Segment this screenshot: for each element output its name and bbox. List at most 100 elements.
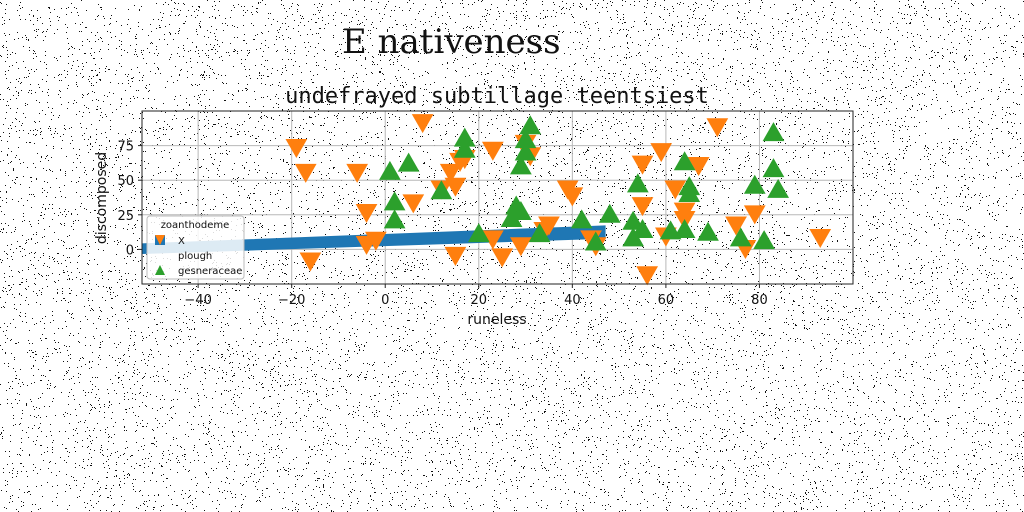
noise-dot xyxy=(293,28,294,29)
noise-dot xyxy=(66,373,67,374)
noise-dot xyxy=(632,312,633,313)
noise-dot xyxy=(225,342,226,343)
noise-dot xyxy=(739,168,740,169)
noise-dot xyxy=(142,340,143,341)
noise-dot xyxy=(703,442,704,443)
noise-dot xyxy=(374,492,375,493)
noise-dot xyxy=(128,19,129,20)
noise-dot xyxy=(793,484,794,485)
noise-dot xyxy=(890,79,891,80)
noise-dot xyxy=(589,184,590,185)
noise-dot xyxy=(917,95,918,96)
noise-dot xyxy=(597,5,598,6)
noise-dot xyxy=(555,304,556,305)
noise-dot xyxy=(108,465,109,466)
noise-dot xyxy=(126,412,127,413)
noise-dot xyxy=(705,309,706,310)
noise-dot xyxy=(763,126,764,127)
noise-dot xyxy=(153,443,154,444)
noise-dot xyxy=(1009,155,1010,156)
noise-dot xyxy=(279,260,280,261)
noise-dot xyxy=(248,295,249,296)
noise-dot xyxy=(959,320,960,321)
noise-dot xyxy=(254,468,255,469)
noise-dot xyxy=(774,238,775,239)
noise-dot xyxy=(848,332,849,333)
noise-dot xyxy=(559,100,560,101)
noise-dot xyxy=(1015,194,1016,195)
noise-dot xyxy=(121,380,122,381)
noise-dot xyxy=(895,125,896,126)
noise-dot xyxy=(4,323,5,324)
noise-dot xyxy=(895,311,896,312)
noise-dot xyxy=(65,216,66,217)
noise-dot xyxy=(953,47,954,48)
noise-dot xyxy=(28,340,29,341)
noise-dot xyxy=(834,98,835,99)
noise-dot xyxy=(406,125,407,126)
noise-dot xyxy=(434,30,435,31)
noise-dot xyxy=(294,303,295,304)
noise-dot xyxy=(125,90,126,91)
noise-dot xyxy=(502,65,503,66)
noise-dot xyxy=(691,79,692,80)
noise-dot xyxy=(338,282,339,283)
noise-dot xyxy=(444,212,445,213)
noise-dot xyxy=(254,91,255,92)
noise-dot xyxy=(625,323,626,324)
noise-dot xyxy=(53,298,54,299)
noise-dot xyxy=(872,276,873,277)
noise-dot xyxy=(693,380,694,381)
noise-dot xyxy=(523,467,524,468)
noise-dot xyxy=(387,30,388,31)
noise-dot xyxy=(979,174,980,175)
noise-dot xyxy=(62,328,63,329)
noise-dot xyxy=(820,104,821,105)
noise-dot xyxy=(15,399,16,400)
noise-dot xyxy=(410,8,411,9)
noise-dot xyxy=(459,300,460,301)
noise-dot xyxy=(709,8,710,9)
noise-dot xyxy=(346,392,347,393)
noise-dot xyxy=(510,177,511,178)
noise-dot xyxy=(809,328,810,329)
noise-dot xyxy=(765,262,766,263)
noise-dot xyxy=(429,176,430,177)
noise-dot xyxy=(961,343,962,344)
noise-dot xyxy=(772,48,773,49)
noise-dot xyxy=(467,343,468,344)
noise-dot xyxy=(774,4,775,5)
noise-dot xyxy=(588,326,589,327)
noise-dot xyxy=(775,70,776,71)
noise-dot xyxy=(329,143,330,144)
noise-dot xyxy=(754,92,755,93)
noise-dot xyxy=(922,17,923,18)
noise-dot xyxy=(44,62,45,63)
noise-dot xyxy=(632,345,633,346)
noise-dot xyxy=(781,291,782,292)
noise-dot xyxy=(364,153,365,154)
noise-dot xyxy=(204,300,205,301)
noise-dot xyxy=(223,335,224,336)
noise-dot xyxy=(685,173,686,174)
noise-dot xyxy=(85,53,86,54)
noise-dot xyxy=(146,406,147,407)
noise-dot xyxy=(626,258,627,259)
noise-dot xyxy=(170,57,171,58)
noise-dot xyxy=(531,201,532,202)
noise-dot xyxy=(112,383,113,384)
noise-dot xyxy=(129,408,130,409)
noise-dot xyxy=(0,259,1,260)
noise-dot xyxy=(485,480,486,481)
noise-dot xyxy=(469,498,470,499)
noise-dot xyxy=(462,468,463,469)
noise-dot xyxy=(990,380,991,381)
noise-dot xyxy=(625,330,626,331)
noise-dot xyxy=(251,221,252,222)
noise-dot xyxy=(688,250,689,251)
noise-dot xyxy=(510,13,511,14)
noise-dot xyxy=(318,33,319,34)
noise-dot xyxy=(962,112,963,113)
noise-dot xyxy=(260,308,261,309)
noise-dot xyxy=(824,408,825,409)
